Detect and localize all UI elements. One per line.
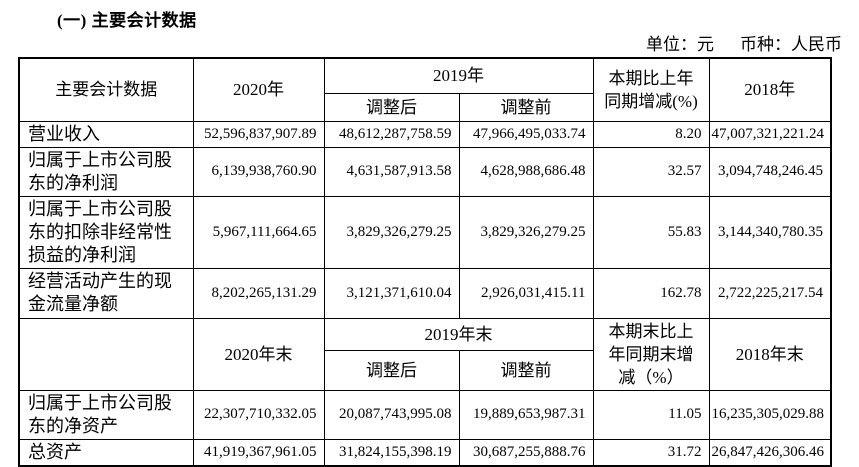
row-label: 归属于上市公司股东的净利润 (18, 146, 194, 197)
header-change-pct: 本期比上年同期增减(%) (592, 57, 710, 122)
header-2020-end: 2020年末 (192, 317, 325, 391)
cell-2019-adjusted: 4,631,587,913.58 (323, 146, 460, 197)
table-row-net-assets: 归属于上市公司股东的净资产 22,307,710,332.05 20,087,7… (18, 389, 832, 440)
header-2019-adjusted: 调整后 (323, 92, 460, 122)
header-main-metrics: 主要会计数据 (18, 57, 194, 122)
cell-change-pct: 8.20 (592, 120, 710, 148)
unit-label: 单位：元 (646, 35, 714, 54)
cell-2019-original: 47,966,495,033.74 (458, 120, 594, 148)
page-title: (一) 主要会计数据 (57, 11, 197, 30)
cell-2018: 3,144,340,780.35 (708, 195, 832, 269)
header-2019-end: 2019年末 (323, 317, 594, 352)
table-row-net-profit: 归属于上市公司股东的净利润 6,139,938,760.90 4,631,587… (18, 146, 832, 197)
cell-2020: 52,596,837,907.89 (192, 120, 325, 148)
header-main-empty (18, 317, 194, 391)
cell-2020-end: 41,919,367,961.05 (192, 438, 325, 466)
cell-2019-end-adjusted: 31,824,155,398.19 (323, 438, 460, 466)
cell-2018: 3,094,748,246.45 (708, 146, 832, 197)
cell-end-change-pct: 11.05 (592, 389, 710, 440)
row-label: 归属于上市公司股东的净资产 (18, 389, 194, 440)
cell-2019-adjusted: 3,829,326,279.25 (323, 195, 460, 269)
header-end-change-pct: 本期末比上年同期末增减（%） (592, 317, 710, 391)
table-row-operating-cash-flow: 经营活动产生的现金流量净额 8,202,265,131.29 3,121,371… (18, 267, 832, 319)
cell-2019-original: 2,926,031,415.11 (458, 267, 594, 319)
cell-change-pct: 55.83 (592, 195, 710, 269)
cell-2020-end: 22,307,710,332.05 (192, 389, 325, 440)
cell-2020: 5,967,111,664.65 (192, 195, 325, 269)
header-2019-original: 调整前 (458, 92, 594, 122)
cell-2018-end: 26,847,426,306.46 (708, 438, 832, 466)
cell-change-pct: 162.78 (592, 267, 710, 319)
table-row-revenue: 营业收入 52,596,837,907.89 48,612,287,758.59… (18, 120, 832, 148)
cell-2019-end-adjusted: 20,087,743,995.08 (323, 389, 460, 440)
cell-2019-adjusted: 3,121,371,610.04 (323, 267, 460, 319)
header-2019: 2019年 (323, 57, 594, 94)
row-label: 经营活动产生的现金流量净额 (18, 267, 194, 319)
cell-end-change-pct: 31.72 (592, 438, 710, 466)
cell-2019-original: 4,628,988,686.48 (458, 146, 594, 197)
table-row-total-assets: 总资产 41,919,367,961.05 31,824,155,398.19 … (18, 438, 832, 466)
table-row-deducted-net-profit: 归属于上市公司股东的扣除非经常性损益的净利润 5,967,111,664.65 … (18, 195, 832, 269)
cell-2019-end-original: 30,687,255,888.76 (458, 438, 594, 466)
row-label: 营业收入 (18, 120, 194, 148)
currency-label: 币种：人民币 (740, 35, 842, 54)
cell-2018: 2,722,225,217.54 (708, 267, 832, 319)
cell-2019-adjusted: 48,612,287,758.59 (323, 120, 460, 148)
cell-2019-original: 3,829,326,279.25 (458, 195, 594, 269)
cell-2018-end: 16,235,305,029.88 (708, 389, 832, 440)
header-2018-end: 2018年末 (708, 317, 832, 391)
accounting-data-table: 主要会计数据 2020年 2019年 本期比上年同期增减(%) 2018年 调整… (18, 57, 832, 467)
cell-2020: 6,139,938,760.90 (192, 146, 325, 197)
cell-2020: 8,202,265,131.29 (192, 267, 325, 319)
header-2019-end-adjusted: 调整后 (323, 350, 460, 391)
header-2018: 2018年 (708, 57, 832, 122)
cell-change-pct: 32.57 (592, 146, 710, 197)
header-2020: 2020年 (192, 57, 325, 122)
header-2019-end-original: 调整前 (458, 350, 594, 391)
cell-2019-end-original: 19,889,653,987.31 (458, 389, 594, 440)
unit-currency-line: 单位：元 币种：人民币 (646, 30, 842, 55)
row-label: 总资产 (18, 438, 194, 466)
cell-2018: 47,007,321,221.24 (708, 120, 832, 148)
row-label: 归属于上市公司股东的扣除非经常性损益的净利润 (18, 195, 194, 269)
